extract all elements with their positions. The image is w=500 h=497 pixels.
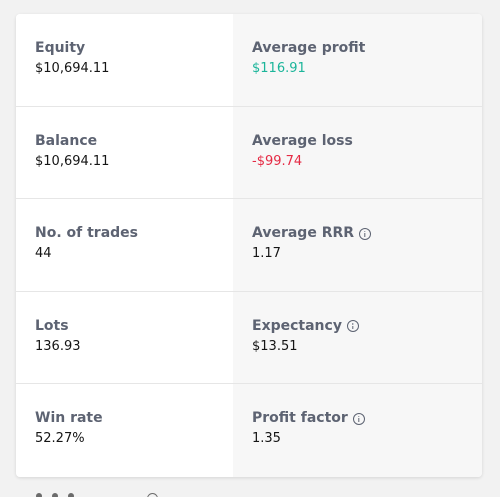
stat-profit-factor: Profit factor 1.35 — [233, 384, 482, 477]
expectancy-info-icon[interactable] — [346, 320, 359, 333]
info-circle-icon — [147, 493, 158, 497]
stat-number-of-trades-value: 44 — [35, 246, 52, 262]
stat-average-loss-value: -$99.74 — [252, 153, 303, 169]
stat-win-rate-value: 52.27% — [35, 431, 85, 447]
stat-number-of-trades-label: No. of trades — [35, 225, 139, 242]
stat-balance-label: Balance — [35, 132, 98, 149]
average-rrr-info-icon[interactable] — [359, 227, 372, 240]
next-section-peek — [0, 488, 500, 497]
bullet-icon — [52, 493, 58, 497]
stat-equity-label: Equity — [35, 40, 86, 56]
stat-expectancy-header: Expectancy — [252, 318, 482, 335]
stat-average-profit-value: $116.91 — [252, 61, 306, 76]
profit-factor-info-icon[interactable] — [352, 412, 365, 425]
stat-average-rrr-value: 1.17 — [252, 246, 281, 262]
stat-lots-value: 136.93 — [35, 338, 81, 354]
stat-win-rate-label: Win rate — [35, 410, 103, 427]
stat-average-loss: Average loss -$99.74 — [233, 106, 482, 200]
stat-balance: Balance $10,694.11 — [16, 106, 233, 200]
bullet-icon — [68, 493, 74, 497]
stat-balance-value: $10,694.11 — [35, 153, 110, 169]
stat-average-rrr: Average RRR 1.17 — [233, 199, 482, 292]
stat-equity-value: $10,694.11 — [35, 61, 110, 76]
stat-average-loss-label: Average loss — [252, 132, 353, 149]
bullet-icon — [36, 493, 42, 497]
stat-profit-factor-label: Profit factor — [252, 410, 348, 427]
stat-profit-factor-value: 1.35 — [252, 431, 281, 447]
stat-expectancy-label: Expectancy — [252, 317, 342, 334]
stat-average-rrr-label: Average RRR — [252, 225, 355, 242]
stat-equity: Equity $10,694.11 — [16, 14, 233, 107]
stat-expectancy-value: $13.51 — [252, 338, 298, 354]
stat-win-rate: Win rate 52.27% — [16, 384, 233, 477]
stat-lots: Lots 136.93 — [16, 291, 233, 385]
stat-average-profit-label: Average profit — [252, 40, 366, 56]
stat-expectancy: Expectancy $13.51 — [233, 291, 482, 385]
stat-average-profit: Average profit $116.91 — [233, 14, 482, 107]
stat-lots-label: Lots — [35, 317, 69, 334]
stat-profit-factor-header: Profit factor — [252, 410, 482, 427]
trading-stats-card: Equity $10,694.11 Average profit $116.91… — [16, 14, 482, 477]
stat-number-of-trades: No. of trades 44 — [16, 199, 233, 292]
stat-average-rrr-header: Average RRR — [252, 225, 482, 242]
